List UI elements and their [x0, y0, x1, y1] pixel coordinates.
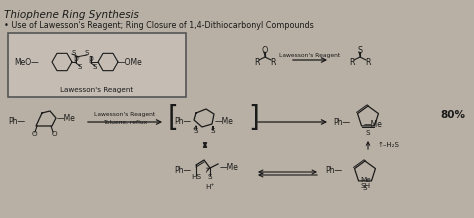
Text: P: P — [89, 56, 93, 65]
Text: R: R — [349, 58, 355, 66]
Text: R: R — [270, 58, 276, 66]
Text: Lawesson's Reagent: Lawesson's Reagent — [94, 112, 155, 117]
Text: Ph—: Ph— — [333, 118, 350, 126]
FancyBboxPatch shape — [8, 33, 186, 97]
Text: —OMe: —OMe — [118, 58, 143, 66]
Text: Ph—: Ph— — [174, 165, 191, 174]
Text: O: O — [31, 131, 37, 137]
Text: P: P — [73, 56, 78, 65]
Text: SH: SH — [361, 183, 371, 189]
Text: Ph—: Ph— — [325, 165, 342, 174]
Text: Ph—: Ph— — [174, 116, 191, 126]
Text: MeO—: MeO— — [14, 58, 39, 66]
Text: Ph—: Ph— — [8, 116, 25, 126]
Text: —Me: —Me — [220, 162, 239, 172]
Text: ]: ] — [248, 104, 259, 132]
Text: Lawesson's Reagent: Lawesson's Reagent — [279, 53, 341, 58]
Text: O: O — [51, 131, 57, 137]
Text: S: S — [208, 174, 212, 180]
Text: S: S — [85, 50, 89, 56]
Text: R: R — [365, 58, 371, 66]
FancyArrowPatch shape — [206, 168, 210, 172]
Text: HS: HS — [191, 174, 201, 180]
Text: O: O — [262, 46, 268, 54]
Text: S: S — [194, 128, 198, 134]
Text: • Use of Lawesson's Reagent; Ring Closure of 1,4-Dithiocarbonyl Compounds: • Use of Lawesson's Reagent; Ring Closur… — [4, 21, 314, 30]
Text: Toluene, reflux: Toluene, reflux — [103, 120, 147, 125]
Text: S: S — [78, 64, 82, 70]
Text: R: R — [254, 58, 260, 66]
Text: Me: Me — [361, 177, 371, 183]
Text: —Me: —Me — [57, 114, 76, 123]
Text: S: S — [210, 128, 215, 134]
Text: ↑–H₂S: ↑–H₂S — [378, 142, 400, 148]
Text: S: S — [93, 64, 97, 70]
Text: S: S — [357, 46, 363, 54]
Text: S: S — [365, 130, 370, 136]
Text: S: S — [363, 185, 367, 191]
Text: Thiophene Ring Synthesis: Thiophene Ring Synthesis — [4, 10, 139, 20]
Text: H⁺: H⁺ — [205, 184, 215, 190]
Text: —Me: —Me — [215, 116, 234, 126]
Text: —Me: —Me — [364, 120, 383, 129]
Text: 80%: 80% — [440, 110, 465, 120]
Text: [: [ — [168, 104, 179, 132]
Text: S: S — [72, 50, 76, 56]
Text: Lawesson's Reagent: Lawesson's Reagent — [60, 87, 134, 93]
